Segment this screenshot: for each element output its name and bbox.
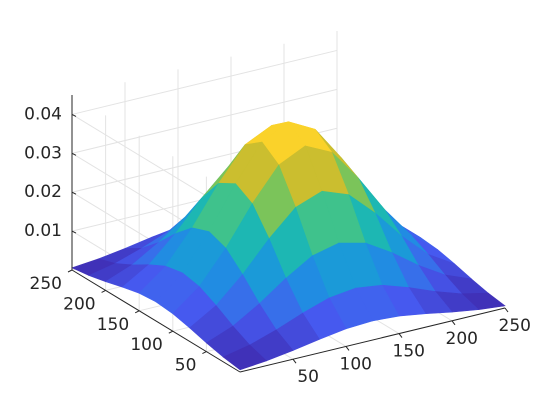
y-tick (168, 330, 174, 334)
x-tick-label: 200 (446, 329, 478, 349)
x-axis (239, 307, 506, 373)
x-tick-label: 150 (393, 342, 425, 362)
x-tick-label: 250 (499, 316, 531, 336)
y-tick-label: 250 (30, 274, 62, 294)
grid-line (71, 49, 338, 115)
z-tick-label: 0.03 (24, 143, 62, 163)
surface-patch (222, 344, 268, 371)
y-tick (67, 269, 73, 273)
x-tick (292, 358, 297, 364)
z-tick (71, 191, 77, 195)
z-tick (71, 152, 77, 156)
x-tick (504, 307, 509, 313)
y-tick-label: 50 (175, 356, 197, 376)
x-tick (451, 320, 456, 326)
z-tick-label: 0.01 (24, 221, 62, 241)
y-tick-label: 100 (130, 335, 162, 355)
grid-line (71, 88, 338, 154)
z-tick-label: 0.04 (24, 104, 62, 124)
y-tick (202, 351, 207, 355)
x-tick-label: 100 (340, 354, 372, 374)
x-tick-label: 50 (297, 367, 319, 387)
y-tick-label: 150 (97, 315, 129, 335)
y-tick-label: 200 (63, 294, 95, 314)
z-tick (71, 230, 77, 234)
x-tick (345, 346, 350, 351)
z-tick (71, 113, 77, 117)
y-tick (101, 289, 106, 293)
x-tick (398, 333, 403, 338)
y-axis (71, 269, 241, 373)
y-tick (134, 310, 140, 314)
z-tick-label: 0.02 (24, 182, 62, 202)
